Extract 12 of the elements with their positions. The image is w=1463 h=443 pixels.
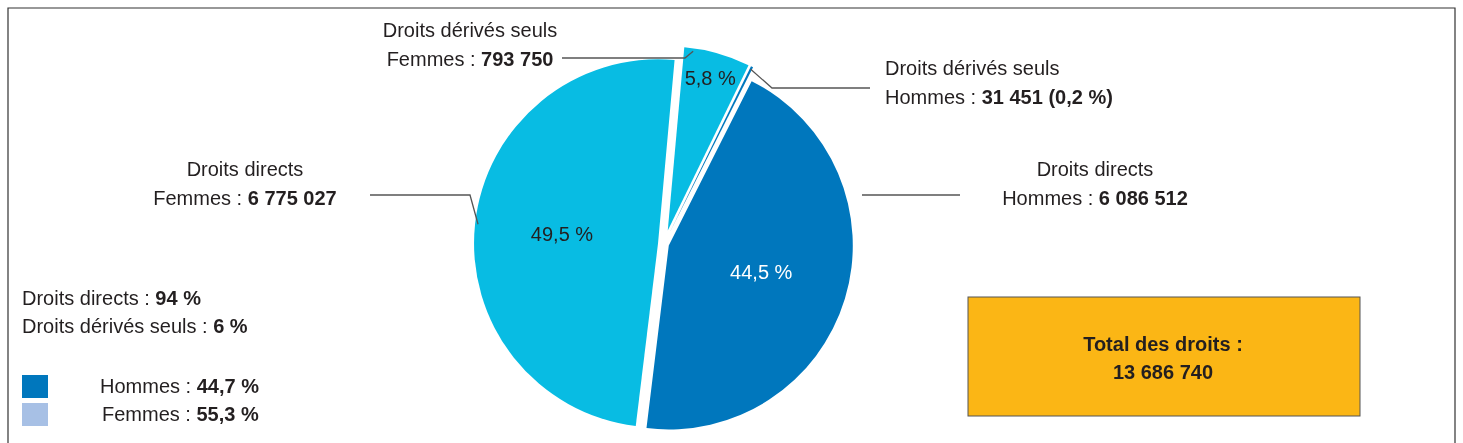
text: Femmes : 55,3 % — [102, 403, 259, 425]
slice-label: Droits directs Femmes : 6 775 027 — [153, 158, 337, 209]
data-label: 44,5 % — [730, 261, 793, 284]
text: Droits dérivés seuls : 6 % — [22, 315, 248, 337]
slice-label: Droits dérivés seuls Femmes : 793 750 — [382, 19, 558, 70]
text: Total des droits : 13 686 740 — [1083, 333, 1243, 383]
text: Hommes : 44,7 % — [100, 375, 260, 397]
slice-label: Droits dérivés seuls Hommes : 31 451 (0,2 %) — [885, 57, 1113, 108]
text: Droits directs : 94 % — [22, 287, 202, 309]
data-label: 49,5 % — [530, 222, 594, 245]
data-label: 5,8 % — [684, 67, 737, 90]
slice-label: Droits directs Hommes : 6 086 512 — [1002, 158, 1188, 209]
